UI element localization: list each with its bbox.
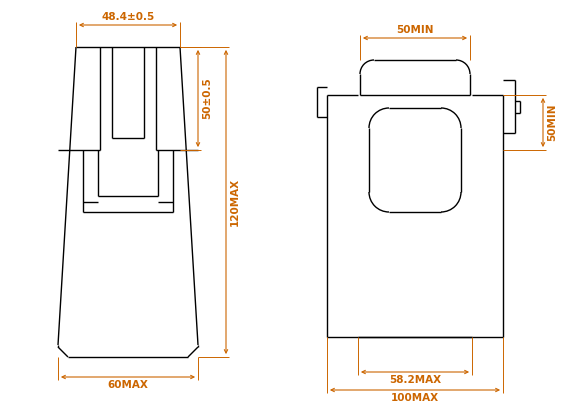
Text: 50MIN: 50MIN xyxy=(547,104,557,141)
Text: 58.2MAX: 58.2MAX xyxy=(389,375,441,385)
Text: 50±0.5: 50±0.5 xyxy=(202,78,212,119)
Text: 48.4±0.5: 48.4±0.5 xyxy=(101,12,154,22)
Text: 120MAX: 120MAX xyxy=(230,178,240,226)
Text: 60MAX: 60MAX xyxy=(108,380,148,390)
Text: 50MIN: 50MIN xyxy=(396,25,434,35)
Text: 100MAX: 100MAX xyxy=(391,393,439,403)
